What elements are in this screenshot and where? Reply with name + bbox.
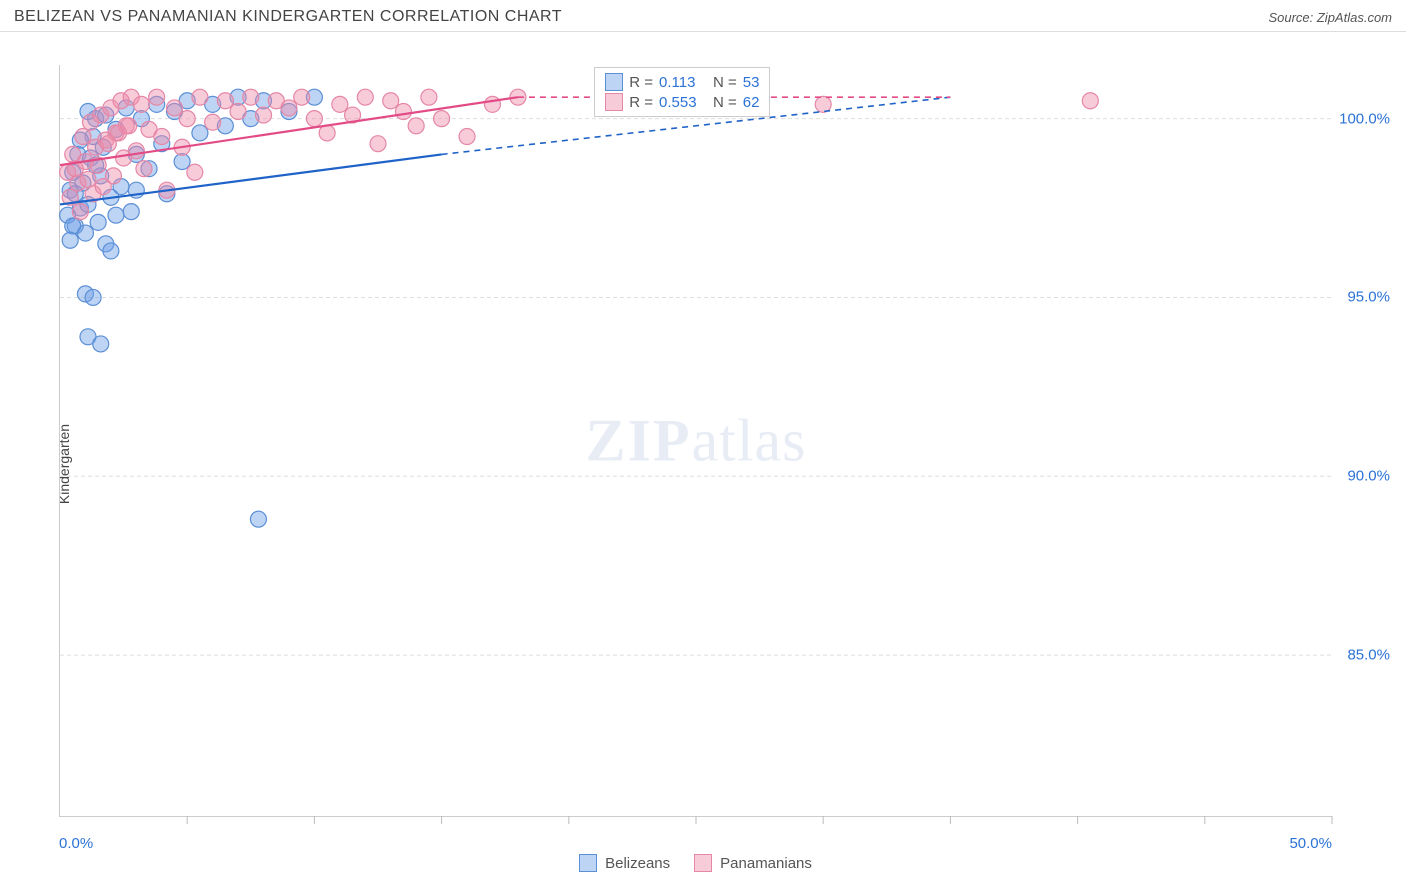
n-value-panamanians: 62: [743, 94, 760, 111]
x-axis-min-label: 0.0%: [59, 835, 93, 852]
x-axis-max-label: 50.0%: [1289, 835, 1332, 852]
n-label: N =: [713, 94, 737, 111]
legend: Belizeans Panamanians: [59, 854, 1332, 872]
n-label: N =: [713, 74, 737, 91]
r-label: R =: [629, 74, 653, 91]
r-value-belizeans: 0.113: [659, 74, 707, 91]
legend-swatch-panamanians: [694, 854, 712, 872]
scatter-plot-svg: [60, 65, 1332, 816]
info-row-panamanians: R = 0.553 N = 62: [605, 92, 759, 112]
legend-label-panamanians: Panamanians: [720, 855, 812, 872]
legend-label-belizeans: Belizeans: [605, 855, 670, 872]
y-tick-label: 95.0%: [1347, 289, 1390, 306]
n-value-belizeans: 53: [743, 74, 760, 91]
swatch-belizeans: [605, 73, 623, 91]
legend-swatch-belizeans: [579, 854, 597, 872]
info-row-belizeans: R = 0.113 N = 53: [605, 72, 759, 92]
chart-container: Kindergarten ZIPatlas R = 0.113 N = 53 R…: [14, 45, 1392, 882]
y-tick-label: 100.0%: [1339, 110, 1390, 127]
swatch-panamanians: [605, 93, 623, 111]
plot-area: ZIPatlas R = 0.113 N = 53 R = 0.553 N = …: [59, 65, 1332, 817]
source-attribution: Source: ZipAtlas.com: [1268, 10, 1392, 25]
y-tick-label: 90.0%: [1347, 468, 1390, 485]
y-tick-label: 85.0%: [1347, 647, 1390, 664]
r-value-panamanians: 0.553: [659, 94, 707, 111]
r-label: R =: [629, 94, 653, 111]
legend-item-panamanians: Panamanians: [694, 854, 812, 872]
chart-header: BELIZEAN VS PANAMANIAN KINDERGARTEN CORR…: [0, 0, 1406, 32]
chart-title: BELIZEAN VS PANAMANIAN KINDERGARTEN CORR…: [14, 8, 562, 26]
correlation-info-box: R = 0.113 N = 53 R = 0.553 N = 62: [594, 67, 770, 117]
legend-item-belizeans: Belizeans: [579, 854, 670, 872]
